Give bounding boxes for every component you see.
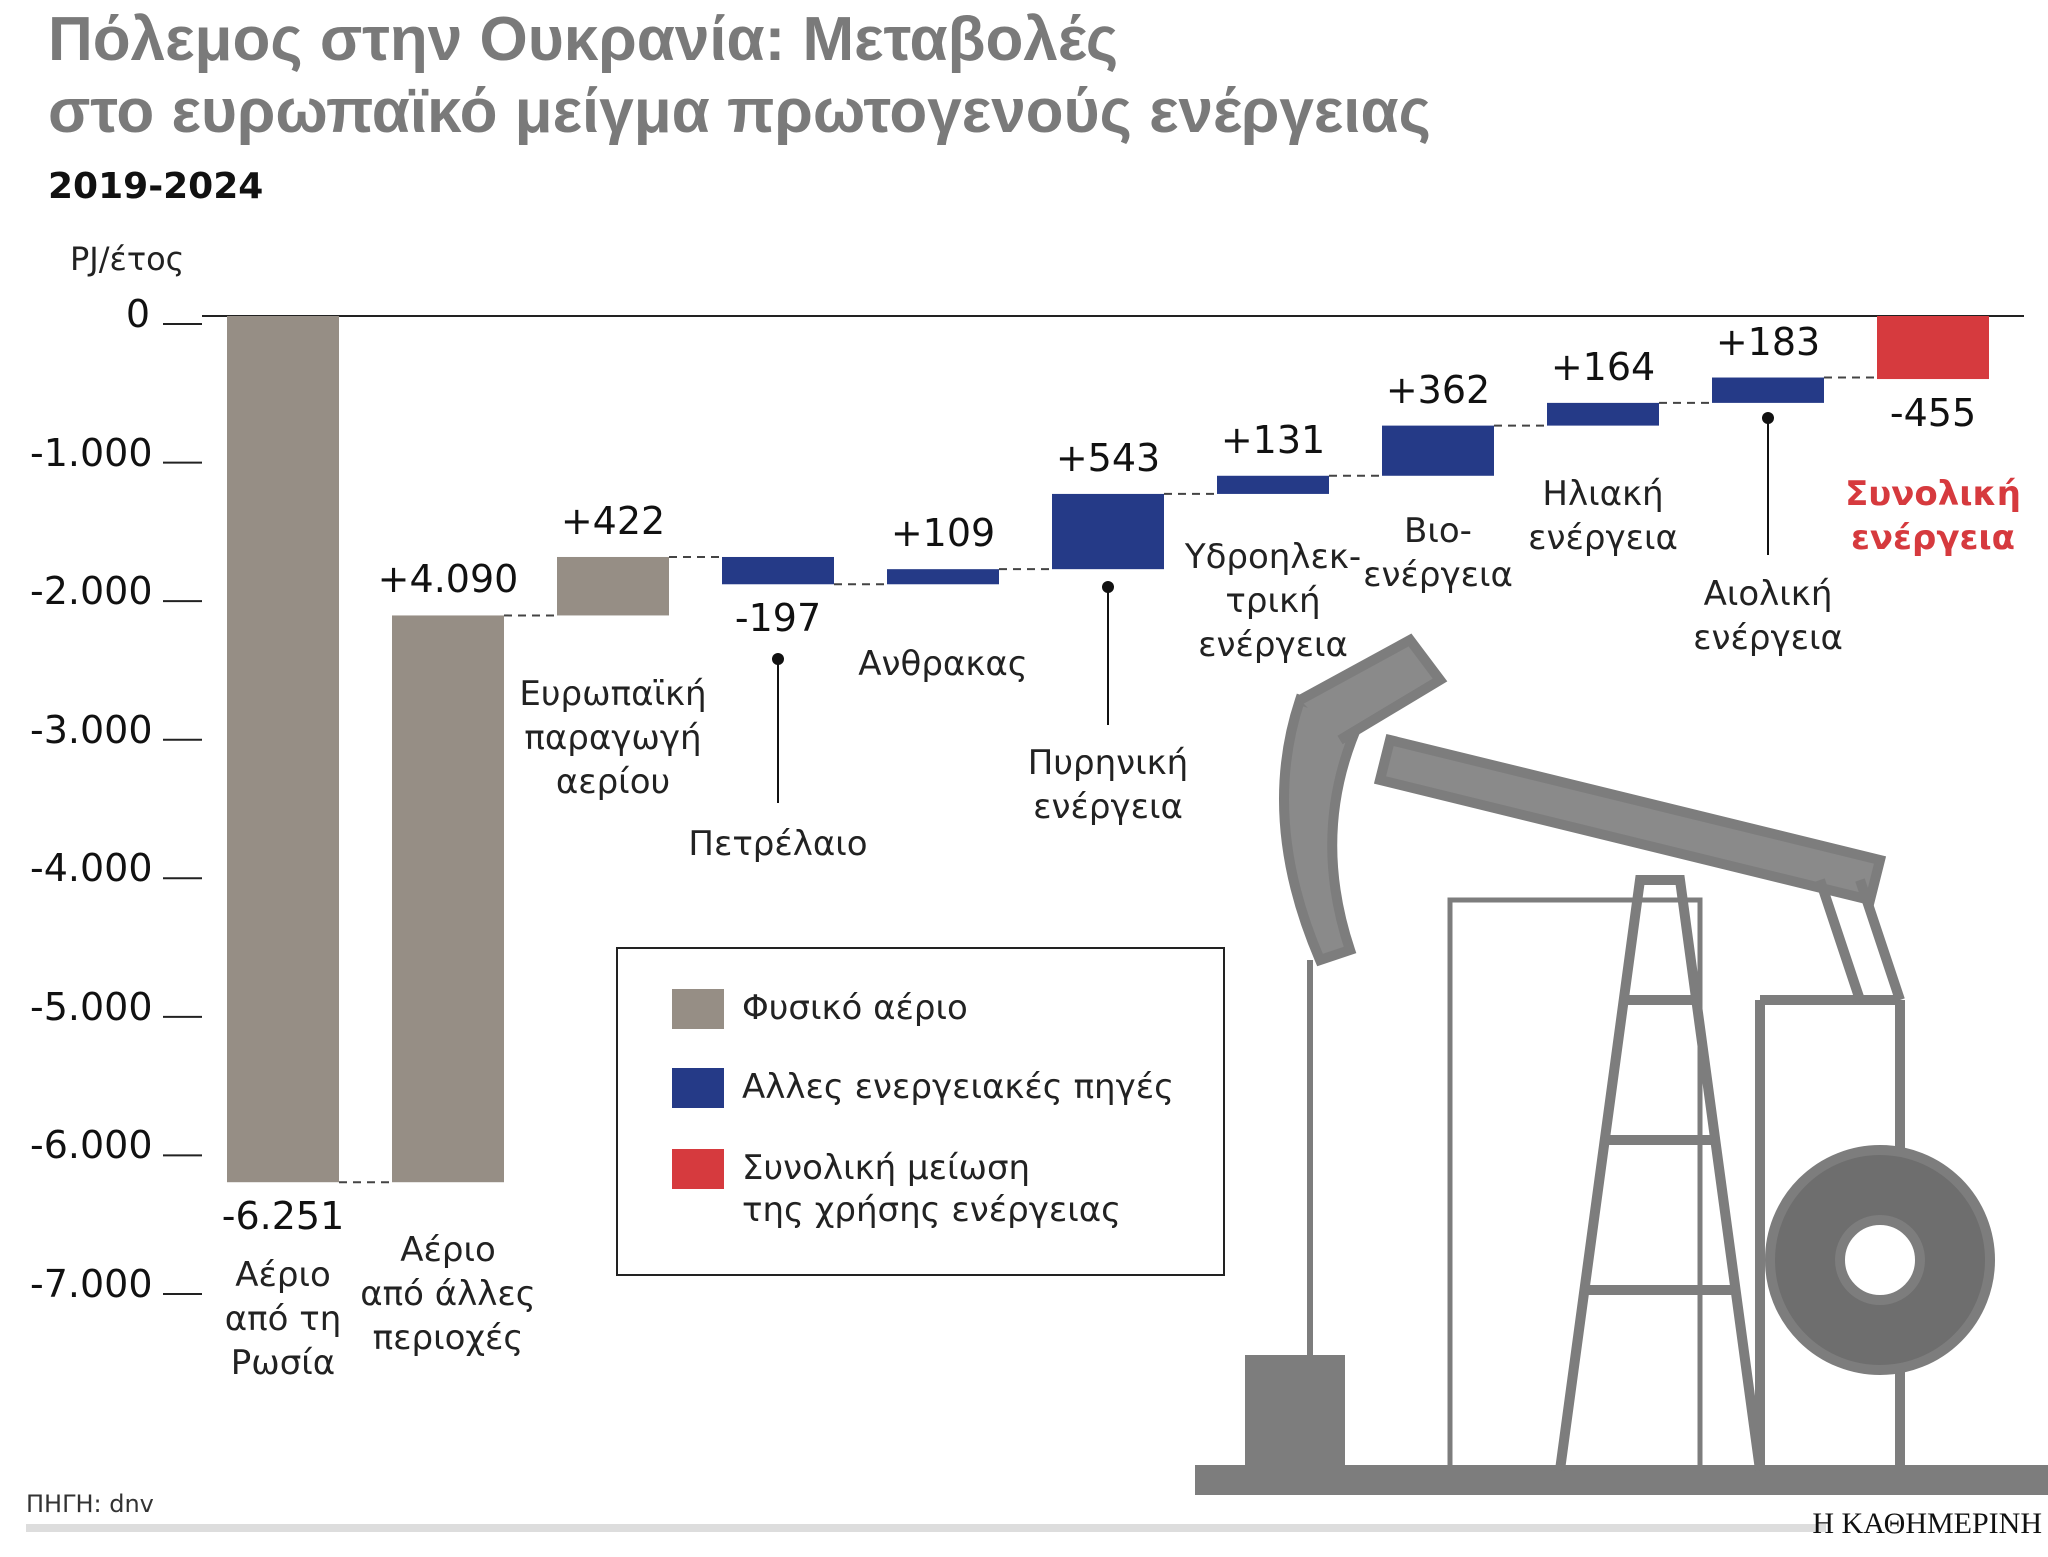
category-label: Βιο- ενέργεια bbox=[1363, 511, 1513, 595]
brand: Η ΚΑΘΗΜΕΡΙΝΗ bbox=[1812, 1507, 2042, 1540]
category-label: Ηλιακή ενέργεια bbox=[1528, 474, 1678, 558]
pumpjack-illustration bbox=[1195, 633, 2048, 1495]
chart-title: Πόλεμος στην Ουκρανία: Μεταβολές στο ευρ… bbox=[48, 5, 1431, 146]
bar bbox=[557, 556, 669, 616]
category-label: Αέριο από άλλες περιοχές bbox=[360, 1230, 536, 1358]
category-label: Αέριο από τη Ρωσία bbox=[224, 1255, 342, 1383]
bar bbox=[722, 556, 834, 585]
chart-subtitle: 2019-2024 bbox=[48, 166, 264, 207]
bar bbox=[887, 569, 999, 585]
category-label: Ευρωπαϊκή παραγωγή αερίου bbox=[519, 674, 707, 802]
legend-swatch bbox=[672, 1149, 724, 1189]
value-label: -6.251 bbox=[221, 1194, 345, 1239]
y-tick-label: -1.000 bbox=[30, 430, 153, 475]
legend-label: Φυσικό αέριο bbox=[742, 988, 968, 1028]
bar bbox=[1052, 493, 1164, 570]
legend-label: Αλλες ενεργειακές πηγές bbox=[742, 1067, 1175, 1107]
bar bbox=[1877, 316, 1989, 380]
category-label: Συνολική ενέργεια bbox=[1845, 474, 2021, 558]
legend-label: Συνολική μείωση της χρήσης ενέργειας bbox=[742, 1148, 1122, 1230]
value-label: +422 bbox=[560, 498, 666, 543]
value-label: +183 bbox=[1715, 319, 1821, 364]
category-label: Υδροηλεκ- τρική ενέργεια bbox=[1184, 537, 1362, 665]
bar bbox=[1712, 377, 1824, 403]
value-label: +362 bbox=[1385, 367, 1491, 412]
value-label: +164 bbox=[1550, 344, 1656, 389]
value-label: -197 bbox=[734, 596, 822, 641]
bar bbox=[392, 615, 504, 1183]
bar bbox=[1547, 402, 1659, 426]
y-tick-label: -2.000 bbox=[30, 569, 153, 614]
y-tick-label: -7.000 bbox=[30, 1262, 153, 1306]
value-label: +109 bbox=[890, 511, 996, 556]
value-label: +131 bbox=[1220, 417, 1326, 462]
y-axis-label: PJ/έτος bbox=[70, 240, 185, 278]
value-label: +4.090 bbox=[377, 557, 519, 602]
bar bbox=[1382, 425, 1494, 476]
y-tick-label: -4.000 bbox=[30, 846, 153, 891]
bar bbox=[227, 316, 339, 1183]
y-tick-label: 0 bbox=[125, 292, 150, 336]
source: ΠΗΓΗ: dnv bbox=[26, 1490, 154, 1518]
value-label: -455 bbox=[1889, 391, 1977, 436]
y-tick-label: -5.000 bbox=[30, 984, 153, 1029]
bar bbox=[1217, 475, 1329, 494]
legend-swatch bbox=[672, 989, 724, 1029]
y-tick-label: -6.000 bbox=[30, 1123, 153, 1168]
category-label: Ανθρακας bbox=[858, 644, 1028, 684]
category-label: Αιολική ενέργεια bbox=[1693, 574, 1843, 658]
footer-bar bbox=[26, 1524, 1826, 1532]
category-label: Πυρηνική ενέργεια bbox=[1027, 743, 1189, 827]
category-label: Πετρέλαιο bbox=[688, 824, 868, 864]
y-tick-label: -3.000 bbox=[30, 707, 153, 752]
value-label: +543 bbox=[1055, 435, 1161, 480]
legend-swatch bbox=[672, 1068, 724, 1108]
